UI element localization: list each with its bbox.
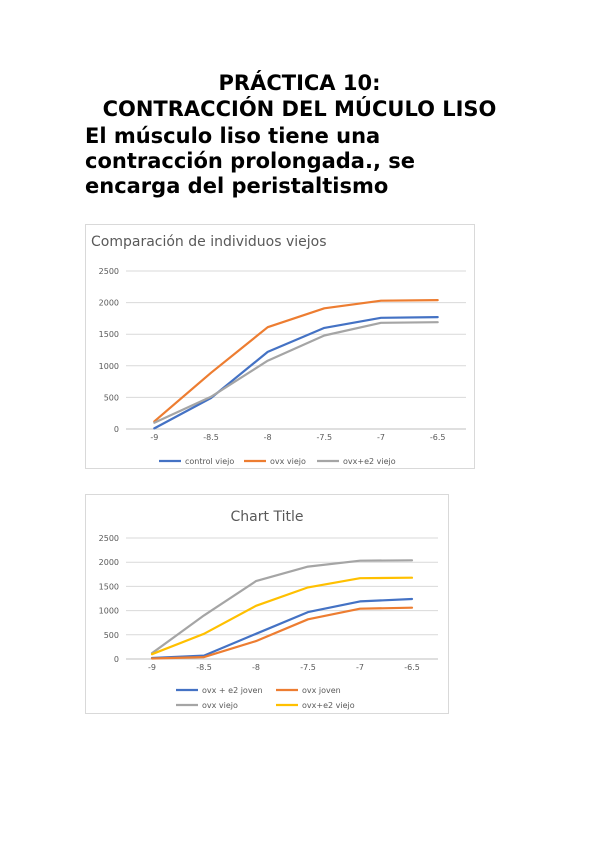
legend-label: ovx+e2 viejo [302,701,355,710]
x-tick-label: -7 [377,433,385,442]
chart-young-vs-old-svg: Chart Title 0 500 1000 1500 2000 2500 -9 -8.5 -8 -… [99,509,438,710]
series-line-2 [153,298,439,423]
y-tick-label: 2000 [99,558,119,567]
legend-label: ovx + e2 joven [202,686,263,695]
y-tick-label: 2000 [99,299,119,308]
x-tick-label: -6.5 [404,663,420,672]
y-tick-label: 1500 [99,330,119,339]
series-line-3 [150,559,414,655]
y-tick-label: 1000 [99,362,119,371]
page-subtitle-line-2: contracción prolongada., se [85,149,415,173]
legend-label: ovx viejo [202,701,238,710]
y-tick-label: 0 [114,655,119,664]
y-tick-label: 500 [104,631,119,640]
y-tick-label: 1000 [99,607,119,616]
x-tick-label: -7 [356,663,364,672]
x-tick-label: -8 [264,433,272,442]
legend-label: ovx joven [302,686,341,695]
series-line-3 [153,321,439,424]
page-subtitle-line-3: encarga del peristaltismo [85,174,389,198]
legend-label: ovx viejo [270,457,306,466]
chart-young-vs-old: Chart Title 0 500 1000 1500 2000 2500 -9 -8.5 -8 -… [85,494,449,714]
page-subtitle-line-1: El músculo liso tiene una [85,124,381,148]
series-line-1 [150,597,414,660]
x-tick-label: -7.5 [300,663,316,672]
x-tick-label: -7.5 [317,433,333,442]
x-tick-label: -8 [252,663,260,672]
legend-label: ovx+e2 viejo [343,457,396,466]
chart-title: Chart Title [231,509,304,525]
y-tick-label: 1500 [99,582,119,591]
series-line-1 [153,315,439,430]
chart-old-individuals-svg: Comparación de individuos viejos 0 500 1000… [91,234,466,466]
page-heading-line-2: CONTRACCIÓN DEL MÚCULO LISO [102,97,497,121]
series-line-2 [150,606,414,660]
y-tick-label: 2500 [99,267,119,276]
x-tick-label: -9 [150,433,158,442]
x-tick-label: -8.5 [196,663,212,672]
x-tick-label: -6.5 [430,433,446,442]
y-tick-label: 0 [114,425,119,434]
legend-label: control viejo [185,457,234,466]
page-heading-line-1: PRÁCTICA 10: [218,71,381,95]
x-tick-label: -9 [148,663,156,672]
chart-title: Comparación de individuos viejos [91,234,327,250]
y-tick-label: 2500 [99,534,119,543]
series-line-4 [150,576,414,656]
x-tick-label: -8.5 [203,433,219,442]
y-tick-label: 500 [104,393,119,402]
chart-old-individuals: Comparación de individuos viejos 0 500 1000… [85,224,475,469]
